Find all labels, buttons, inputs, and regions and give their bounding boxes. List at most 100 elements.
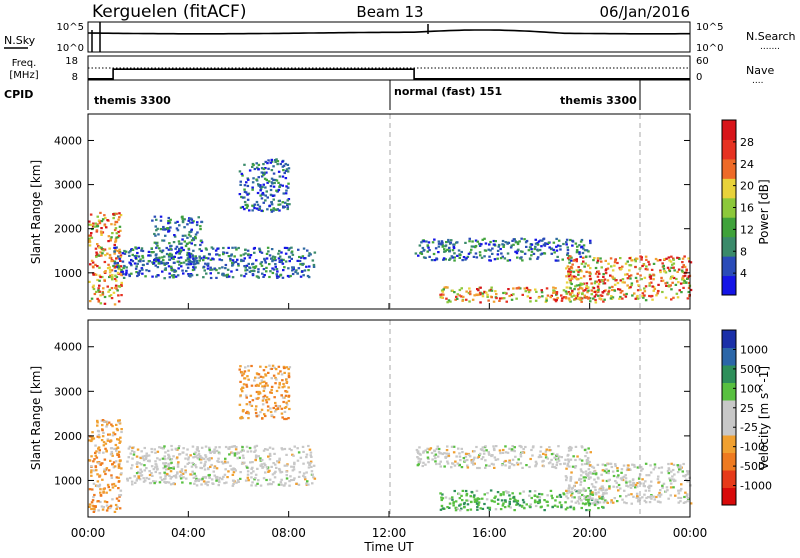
range-gate-cell (108, 275, 111, 279)
range-gate-cell (105, 226, 108, 229)
range-gate-cell (665, 486, 669, 489)
range-gate-cell (92, 222, 95, 225)
range-gate-cell (257, 184, 261, 187)
range-gate-cell (579, 474, 583, 477)
range-gate-cell (682, 275, 685, 278)
range-gate-cell (192, 266, 195, 269)
range-gate-cell (131, 457, 134, 460)
range-gate-cell (261, 191, 265, 195)
range-gate-cell (246, 470, 250, 473)
range-gate-cell (178, 263, 181, 266)
station-title: Kerguelen (fitACF) (92, 2, 246, 22)
range-gate-cell (641, 294, 644, 298)
range-gate-cell (632, 484, 635, 487)
range-gate-cell (629, 277, 632, 280)
range-gate-cell (499, 493, 503, 496)
range-gate-cell (604, 464, 607, 467)
range-gate-cell (484, 459, 487, 462)
range-gate-cell (103, 224, 107, 227)
range-gate-cell (109, 439, 113, 442)
range-gate-cell (273, 476, 277, 479)
range-gate-cell (232, 445, 235, 448)
range-gate-cell (614, 479, 617, 483)
range-gate-cell (489, 489, 493, 492)
range-gate-cell (272, 268, 276, 271)
range-gate-cell (139, 472, 142, 475)
range-gate-cell (267, 159, 270, 162)
range-gate-cell (298, 255, 301, 259)
range-gate-cell (556, 255, 559, 258)
range-gate-cell (512, 464, 516, 467)
range-gate-cell (260, 459, 263, 462)
range-gate-cell (244, 366, 247, 369)
range-gate-cell (634, 486, 637, 489)
range-gate-cell (519, 257, 522, 260)
range-gate-cell (603, 278, 607, 281)
range-gate-cell (101, 275, 104, 279)
range-gate-cell (302, 472, 306, 475)
range-gate-cell (547, 241, 550, 244)
range-gate-cell (167, 457, 170, 460)
range-gate-cell (274, 410, 277, 413)
range-gate-cell (522, 448, 525, 451)
range-gate-cell (273, 256, 277, 259)
range-gate-cell (486, 295, 489, 298)
range-gate-cell (256, 166, 259, 169)
range-gate-cell (462, 457, 466, 460)
range-gate-cell (237, 262, 240, 266)
range-gate-cell (456, 241, 459, 244)
range-gate-cell (187, 233, 191, 236)
range-gate-cell (619, 279, 622, 282)
range-gate-cell (268, 458, 272, 461)
range-gate-cell (580, 506, 583, 510)
range-gate-cell (118, 251, 121, 254)
range-gate-cell (114, 269, 117, 273)
range-gate-cell (643, 276, 647, 279)
range-gate-cell (557, 459, 561, 462)
range-gate-cell (88, 280, 91, 283)
range-gate-cell (139, 260, 142, 263)
range-gate-cell (260, 193, 264, 196)
range-gate-cell (176, 274, 180, 277)
range-gate-cell (135, 254, 138, 257)
range-gate-cell (98, 246, 101, 249)
range-gate-cell (589, 451, 592, 454)
range-gate-cell (170, 257, 174, 260)
range-gate-cell (312, 263, 316, 267)
range-gate-cell (268, 482, 271, 485)
range-gate-cell (117, 230, 120, 234)
range-gate-cell (247, 192, 251, 195)
range-gate-cell (592, 470, 596, 473)
range-gate-cell (465, 499, 468, 502)
range-gate-cell (130, 480, 134, 483)
range-gate-cell (569, 491, 572, 494)
range-gate-cell (581, 292, 584, 296)
range-gate-cell (593, 282, 597, 285)
range-gate-cell (621, 476, 625, 479)
range-gate-cell (103, 468, 106, 471)
range-gate-cell (569, 255, 572, 258)
range-gate-cell (577, 297, 580, 300)
range-gate-cell (478, 292, 482, 295)
range-gate-cell (534, 238, 537, 241)
range-gate-cell (440, 498, 443, 502)
range-gate-cell (430, 451, 434, 455)
sky-right-tick-top: 10^5 (696, 22, 723, 33)
range-gate-cell (303, 476, 307, 479)
range-gate-cell (257, 176, 260, 179)
range-gate-cell (575, 269, 578, 272)
date-title: 06/Jan/2016 (600, 3, 691, 21)
range-gate-cell (262, 275, 265, 278)
range-gate-cell (102, 287, 105, 290)
range-gate-cell (110, 474, 113, 477)
range-gate-cell (653, 463, 657, 466)
range-gate-cell (91, 499, 95, 502)
range-gate-cell (88, 505, 91, 508)
range-gate-cell (571, 277, 574, 280)
range-gate-cell (271, 267, 274, 270)
range-gate-cell (672, 486, 675, 489)
range-gate-cell (267, 455, 270, 458)
range-gate-cell (672, 276, 676, 280)
range-gate-cell (253, 207, 256, 210)
